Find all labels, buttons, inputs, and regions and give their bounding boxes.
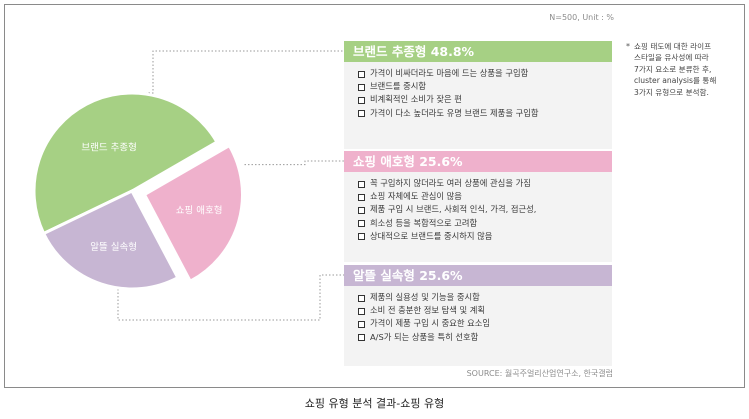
panel-brand-follower: 브랜드 추종형 48.8% 가격이 비싸더라도 마음에 드는 상품을 구입함 브… <box>344 41 612 149</box>
note-line: 쇼핑 태도에 대한 라이프 <box>634 42 712 51</box>
list-item: 꼭 구입하지 않더라도 여러 상품에 관심을 가짐 <box>358 177 612 190</box>
note-line: cluster analysis를 통해 <box>634 76 717 86</box>
list-item-continuation: 희소성 등을 복합적으로 고려함 <box>358 217 612 230</box>
list-item: 제품의 실용성 및 기능을 중시함 <box>358 291 612 304</box>
panel-body: 꼭 구입하지 않더라도 여러 상품에 관심을 가짐 쇼핑 자체에도 관심이 많음… <box>344 172 612 262</box>
list-item: 가격이 비싸더라도 마음에 드는 상품을 구입함 <box>358 67 612 80</box>
figure-caption: 쇼핑 유형 분석 결과-쇼핑 유형 <box>304 397 445 410</box>
list-item: 비계획적인 소비가 잦은 편 <box>358 93 612 106</box>
panel-body: 제품의 실용성 및 기능을 중시함 소비 전 충분한 정보 탐색 및 계획 가격… <box>344 286 612 366</box>
list-item: 가격이 다소 높더라도 유명 브랜드 제품을 구입함 <box>358 107 612 120</box>
note-line: 7가지 요소로 분류한 후, <box>634 64 712 74</box>
feature-list: 꼭 구입하지 않더라도 여러 상품에 관심을 가짐 쇼핑 자체에도 관심이 많음… <box>358 177 612 243</box>
feature-list: 제품의 실용성 및 기능을 중시함 소비 전 충분한 정보 탐색 및 계획 가격… <box>358 291 612 344</box>
note-marker: * <box>626 42 630 51</box>
panel-title: 쇼핑 애호형 25.6% <box>344 151 612 172</box>
list-item: 상대적으로 브랜드를 중시하지 않음 <box>358 230 612 243</box>
source-note: SOURCE: 월곡주얼리산업연구소, 한국갤럽 <box>466 369 613 378</box>
panel-title: 알뜰 실속형 25.6% <box>344 265 612 286</box>
list-item: 제품 구입 시 브랜드, 사회적 인식, 가격, 접근성, <box>358 203 612 216</box>
list-item: A/S가 되는 상품을 특히 선호함 <box>358 331 612 344</box>
list-item: 브랜드를 중시함 <box>358 80 612 93</box>
panel-shopping-lover: 쇼핑 애호형 25.6% 꼭 구입하지 않더라도 여러 상품에 관심을 가짐 쇼… <box>344 151 612 262</box>
note-line: 3가지 유형으로 분석함. <box>634 87 709 97</box>
panel-thrifty-practical: 알뜰 실속형 25.6% 제품의 실용성 및 기능을 중시함 소비 전 충분한 … <box>344 265 612 366</box>
panel-title: 브랜드 추종형 48.8% <box>344 41 612 62</box>
list-item: 쇼핑 자체에도 관심이 많음 <box>358 190 612 203</box>
list-item: 소비 전 충분한 정보 탐색 및 계획 <box>358 304 612 317</box>
panel-body: 가격이 비싸더라도 마음에 드는 상품을 구입함 브랜드를 중시함 비계획적인 … <box>344 62 612 149</box>
list-item: 가격이 제품 구입 시 중요한 요소임 <box>358 317 612 330</box>
sample-unit-note: N=500, Unit : % <box>549 13 614 22</box>
feature-list: 가격이 비싸더라도 마음에 드는 상품을 구입함 브랜드를 중시함 비계획적인 … <box>358 67 612 120</box>
methodology-note: * 쇼핑 태도에 대한 라이프 스타일을 유사성에 따라 7가지 요소로 분류한… <box>626 41 742 98</box>
note-line: 스타일을 유사성에 따라 <box>634 53 709 63</box>
